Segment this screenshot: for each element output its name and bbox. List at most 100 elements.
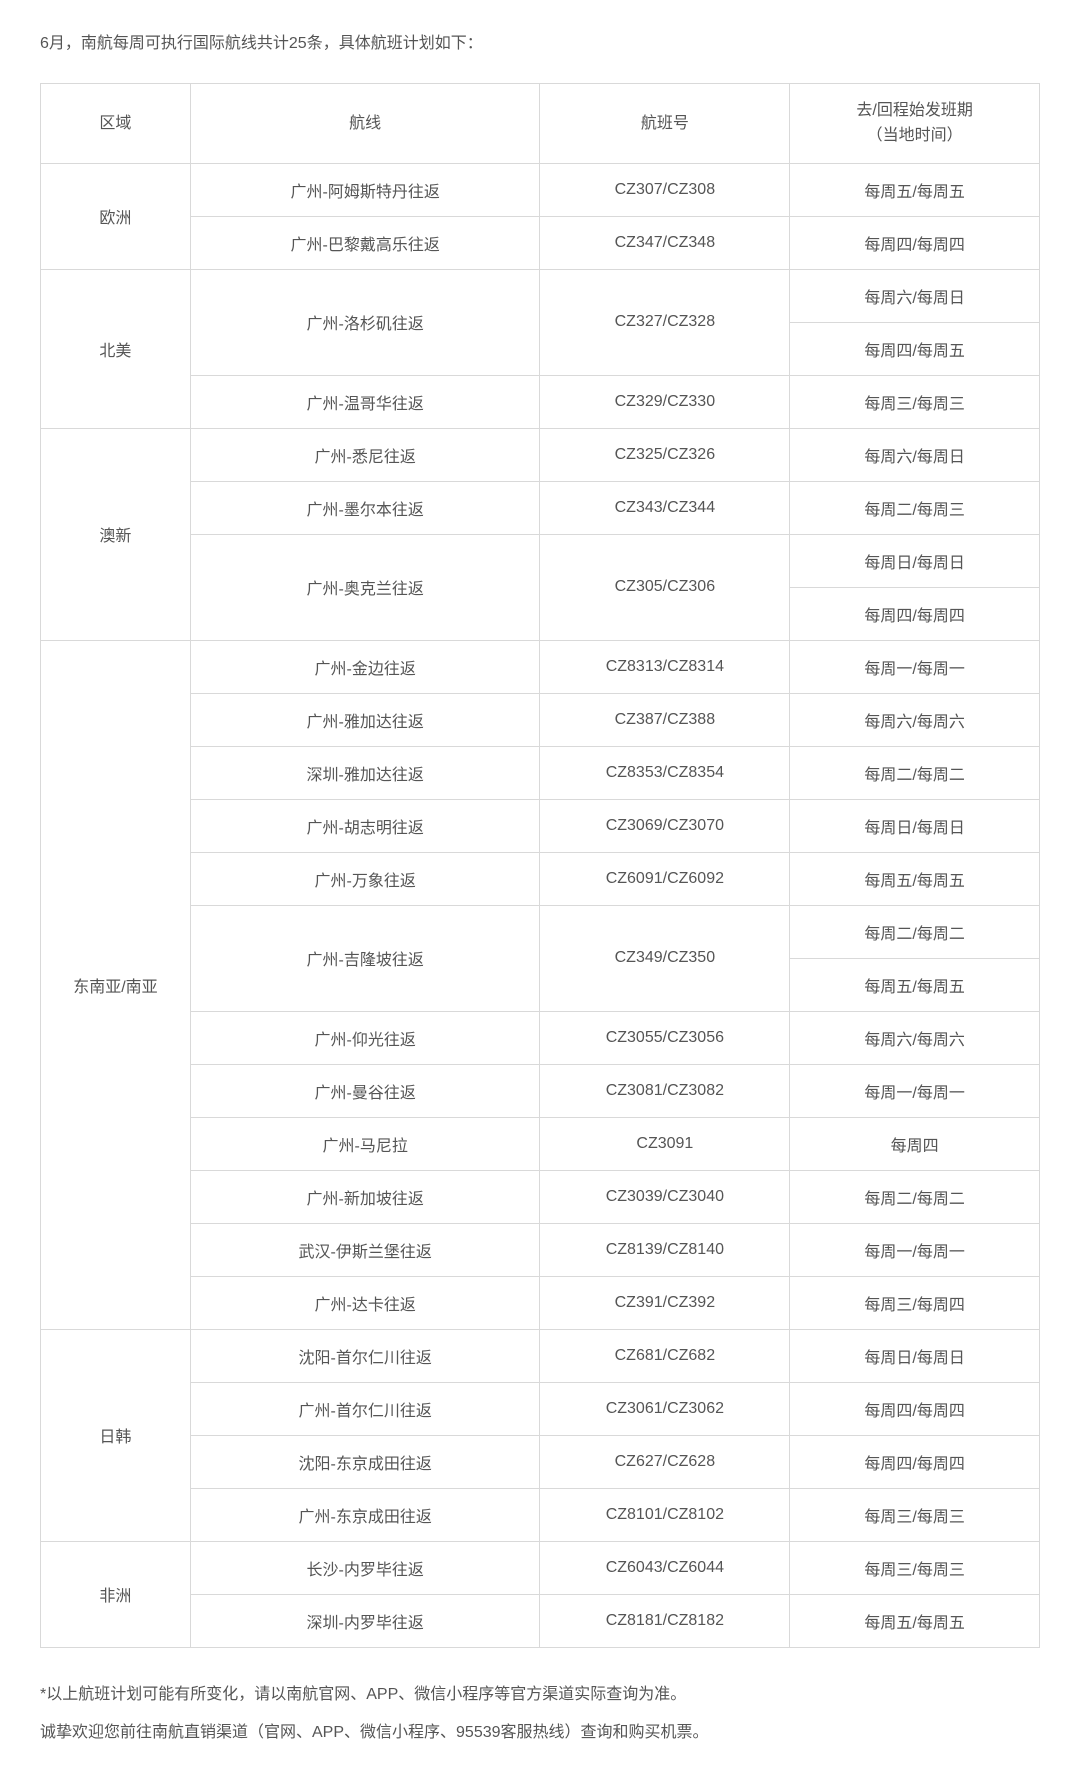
schedule-cell: 每周六/每周日 xyxy=(790,428,1040,481)
table-row: 东南亚/南亚广州-金边往返CZ8313/CZ8314每周一/每周一 xyxy=(41,640,1040,693)
schedule-cell: 每周五/每周五 xyxy=(790,852,1040,905)
table-header-row: 区域 航线 航班号 去/回程始发班期 （当地时间） xyxy=(41,83,1040,163)
flight-cell: CZ8353/CZ8354 xyxy=(540,746,790,799)
flight-cell: CZ387/CZ388 xyxy=(540,693,790,746)
table-row: 广州-达卡往返CZ391/CZ392每周三/每周四 xyxy=(41,1276,1040,1329)
table-row: 非洲长沙-内罗毕往返CZ6043/CZ6044每周三/每周三 xyxy=(41,1541,1040,1594)
flight-cell: CZ3061/CZ3062 xyxy=(540,1382,790,1435)
table-row: 广州-仰光往返CZ3055/CZ3056每周六/每周六 xyxy=(41,1011,1040,1064)
schedule-cell: 每周三/每周三 xyxy=(790,375,1040,428)
schedule-cell: 每周六/每周六 xyxy=(790,693,1040,746)
table-row: 广州-吉隆坡往返CZ349/CZ350每周二/每周二 xyxy=(41,905,1040,958)
flight-cell: CZ627/CZ628 xyxy=(540,1435,790,1488)
flight-cell: CZ329/CZ330 xyxy=(540,375,790,428)
route-cell: 广州-仰光往返 xyxy=(190,1011,540,1064)
schedule-cell: 每周一/每周一 xyxy=(790,640,1040,693)
footer-note-1: *以上航班计划可能有所变化，请以南航官网、APP、微信小程序等官方渠道实际查询为… xyxy=(40,1676,1040,1714)
schedule-cell: 每周四/每周四 xyxy=(790,1435,1040,1488)
table-row: 欧洲广州-阿姆斯特丹往返CZ307/CZ308每周五/每周五 xyxy=(41,163,1040,216)
schedule-cell: 每周一/每周一 xyxy=(790,1223,1040,1276)
flight-cell: CZ349/CZ350 xyxy=(540,905,790,1011)
schedule-cell: 每周一/每周一 xyxy=(790,1064,1040,1117)
table-row: 广州-奥克兰往返CZ305/CZ306每周日/每周日 xyxy=(41,534,1040,587)
flight-cell: CZ8313/CZ8314 xyxy=(540,640,790,693)
table-row: 广州-雅加达往返CZ387/CZ388每周六/每周六 xyxy=(41,693,1040,746)
table-row: 沈阳-东京成田往返CZ627/CZ628每周四/每周四 xyxy=(41,1435,1040,1488)
region-cell: 澳新 xyxy=(41,428,191,640)
table-row: 武汉-伊斯兰堡往返CZ8139/CZ8140每周一/每周一 xyxy=(41,1223,1040,1276)
route-cell: 广州-达卡往返 xyxy=(190,1276,540,1329)
route-cell: 广州-悉尼往返 xyxy=(190,428,540,481)
region-cell: 非洲 xyxy=(41,1541,191,1647)
flight-cell: CZ3039/CZ3040 xyxy=(540,1170,790,1223)
schedule-cell: 每周日/每周日 xyxy=(790,534,1040,587)
schedule-cell: 每周四/每周四 xyxy=(790,587,1040,640)
schedule-cell: 每周二/每周二 xyxy=(790,1170,1040,1223)
flight-cell: CZ305/CZ306 xyxy=(540,534,790,640)
table-row: 广州-东京成田往返CZ8101/CZ8102每周三/每周三 xyxy=(41,1488,1040,1541)
header-region: 区域 xyxy=(41,83,191,163)
flight-cell: CZ681/CZ682 xyxy=(540,1329,790,1382)
schedule-cell: 每周六/每周日 xyxy=(790,269,1040,322)
route-cell: 广州-新加坡往返 xyxy=(190,1170,540,1223)
table-row: 广州-首尔仁川往返CZ3061/CZ3062每周四/每周四 xyxy=(41,1382,1040,1435)
flight-cell: CZ307/CZ308 xyxy=(540,163,790,216)
route-cell: 深圳-内罗毕往返 xyxy=(190,1594,540,1647)
table-row: 深圳-内罗毕往返CZ8181/CZ8182每周五/每周五 xyxy=(41,1594,1040,1647)
table-row: 日韩沈阳-首尔仁川往返CZ681/CZ682每周日/每周日 xyxy=(41,1329,1040,1382)
flight-cell: CZ8181/CZ8182 xyxy=(540,1594,790,1647)
route-cell: 沈阳-首尔仁川往返 xyxy=(190,1329,540,1382)
region-cell: 欧洲 xyxy=(41,163,191,269)
footer-note-2: 诚挚欢迎您前往南航直销渠道（官网、APP、微信小程序、95539客服热线）查询和… xyxy=(40,1714,1040,1752)
table-row: 广州-温哥华往返CZ329/CZ330每周三/每周三 xyxy=(41,375,1040,428)
table-row: 北美广州-洛杉矶往返CZ327/CZ328每周六/每周日 xyxy=(41,269,1040,322)
route-cell: 广州-阿姆斯特丹往返 xyxy=(190,163,540,216)
route-cell: 沈阳-东京成田往返 xyxy=(190,1435,540,1488)
flight-cell: CZ391/CZ392 xyxy=(540,1276,790,1329)
flight-schedule-table: 区域 航线 航班号 去/回程始发班期 （当地时间） 欧洲广州-阿姆斯特丹往返CZ… xyxy=(40,83,1040,1648)
region-cell: 北美 xyxy=(41,269,191,428)
schedule-cell: 每周五/每周五 xyxy=(790,958,1040,1011)
schedule-cell: 每周六/每周六 xyxy=(790,1011,1040,1064)
header-schedule: 去/回程始发班期 （当地时间） xyxy=(790,83,1040,163)
table-row: 深圳-雅加达往返CZ8353/CZ8354每周二/每周二 xyxy=(41,746,1040,799)
table-row: 广州-巴黎戴高乐往返CZ347/CZ348每周四/每周四 xyxy=(41,216,1040,269)
schedule-cell: 每周四/每周五 xyxy=(790,322,1040,375)
route-cell: 广州-洛杉矶往返 xyxy=(190,269,540,375)
table-row: 澳新广州-悉尼往返CZ325/CZ326每周六/每周日 xyxy=(41,428,1040,481)
route-cell: 广州-曼谷往返 xyxy=(190,1064,540,1117)
route-cell: 广州-东京成田往返 xyxy=(190,1488,540,1541)
flight-cell: CZ347/CZ348 xyxy=(540,216,790,269)
flight-cell: CZ3091 xyxy=(540,1117,790,1170)
route-cell: 广州-吉隆坡往返 xyxy=(190,905,540,1011)
schedule-cell: 每周二/每周三 xyxy=(790,481,1040,534)
flight-cell: CZ3069/CZ3070 xyxy=(540,799,790,852)
table-row: 广州-墨尔本往返CZ343/CZ344每周二/每周三 xyxy=(41,481,1040,534)
flight-cell: CZ8101/CZ8102 xyxy=(540,1488,790,1541)
schedule-cell: 每周四/每周四 xyxy=(790,216,1040,269)
route-cell: 广州-巴黎戴高乐往返 xyxy=(190,216,540,269)
schedule-cell: 每周四/每周四 xyxy=(790,1382,1040,1435)
schedule-cell: 每周五/每周五 xyxy=(790,1594,1040,1647)
route-cell: 长沙-内罗毕往返 xyxy=(190,1541,540,1594)
table-row: 广州-曼谷往返CZ3081/CZ3082每周一/每周一 xyxy=(41,1064,1040,1117)
flight-cell: CZ6091/CZ6092 xyxy=(540,852,790,905)
route-cell: 广州-胡志明往返 xyxy=(190,799,540,852)
flight-cell: CZ6043/CZ6044 xyxy=(540,1541,790,1594)
schedule-cell: 每周二/每周二 xyxy=(790,746,1040,799)
route-cell: 广州-首尔仁川往返 xyxy=(190,1382,540,1435)
schedule-cell: 每周五/每周五 xyxy=(790,163,1040,216)
route-cell: 广州-万象往返 xyxy=(190,852,540,905)
flight-cell: CZ3081/CZ3082 xyxy=(540,1064,790,1117)
route-cell: 广州-奥克兰往返 xyxy=(190,534,540,640)
footer-notes: *以上航班计划可能有所变化，请以南航官网、APP、微信小程序等官方渠道实际查询为… xyxy=(40,1676,1040,1753)
schedule-cell: 每周三/每周三 xyxy=(790,1541,1040,1594)
route-cell: 广州-墨尔本往返 xyxy=(190,481,540,534)
table-row: 广州-新加坡往返CZ3039/CZ3040每周二/每周二 xyxy=(41,1170,1040,1223)
table-row: 广州-马尼拉CZ3091每周四 xyxy=(41,1117,1040,1170)
route-cell: 广州-马尼拉 xyxy=(190,1117,540,1170)
schedule-cell: 每周二/每周二 xyxy=(790,905,1040,958)
route-cell: 武汉-伊斯兰堡往返 xyxy=(190,1223,540,1276)
route-cell: 深圳-雅加达往返 xyxy=(190,746,540,799)
route-cell: 广州-温哥华往返 xyxy=(190,375,540,428)
